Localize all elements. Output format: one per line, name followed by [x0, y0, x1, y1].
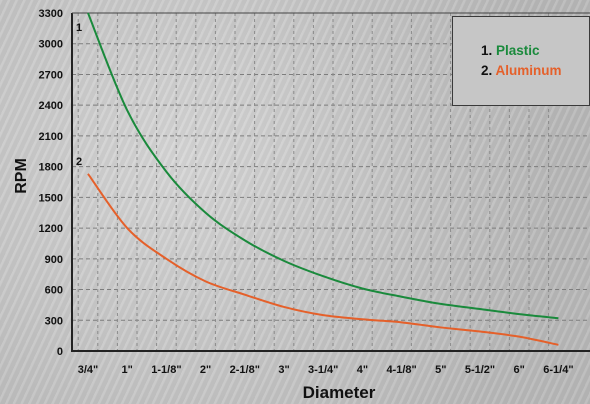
series-lines — [87, 12, 559, 346]
x-tick-label: 3/4" — [78, 364, 99, 376]
legend-entry-plastic: 1. Plastic — [481, 43, 540, 58]
x-axis-title: Diameter — [303, 383, 376, 402]
legend-label-plastic: Plastic — [496, 43, 540, 58]
legend: 1. Plastic 2. Aluminum — [452, 16, 590, 106]
y-tick-label: 1500 — [39, 192, 63, 204]
y-tick-label: 0 — [57, 346, 63, 358]
y-tick-label: 3000 — [39, 39, 63, 51]
x-tick-label: 6-1/4" — [543, 364, 573, 376]
curve-label: 1 — [76, 22, 82, 34]
x-tick-label: 2-1/8" — [230, 364, 260, 376]
legend-number: 1. — [481, 43, 493, 58]
x-tick-label: 4-1/8" — [386, 364, 416, 376]
y-tick-labels: 0 300 600 900 1200 1500 1800 2100 2400 2700 3000 33… — [39, 8, 63, 358]
y-axis-title: RPM — [13, 158, 30, 194]
x-tick-label: 5" — [435, 364, 446, 376]
y-tick-label: 300 — [45, 315, 63, 327]
series-line-aluminum — [87, 173, 559, 346]
y-tick-label: 900 — [45, 254, 63, 266]
x-tick-label: 1" — [122, 364, 133, 376]
x-tick-label: 3-1/4" — [308, 364, 338, 376]
y-tick-label: 2400 — [39, 100, 63, 112]
curve-label: 2 — [76, 156, 82, 168]
y-tick-label: 3300 — [39, 8, 63, 20]
y-tick-label: 1200 — [39, 223, 63, 235]
x-tick-label: 2" — [200, 364, 211, 376]
y-tick-label: 2700 — [39, 69, 63, 81]
x-tick-label: 4" — [357, 364, 368, 376]
legend-entry-aluminum: 2. Aluminum — [481, 63, 562, 78]
x-tick-label: 6" — [514, 364, 525, 376]
y-axis-title-wrap: RPM — [13, 158, 30, 194]
y-tick-label: 1800 — [39, 162, 63, 174]
x-tick-label: 1-1/8" — [151, 364, 181, 376]
series-line-plastic — [87, 12, 559, 320]
axes — [71, 12, 590, 352]
legend-number: 2. — [481, 63, 493, 78]
legend-label-aluminum: Aluminum — [495, 63, 562, 78]
y-tick-label: 600 — [45, 285, 63, 297]
y-tick-label: 2100 — [39, 131, 63, 143]
curve-labels: 12 — [76, 22, 82, 168]
x-tick-label: 5-1/2" — [465, 364, 495, 376]
x-tick-labels: 3/4" 1" 1-1/8" 2" 2-1/8" 3" 3-1/4" 4" 4-1/8" 5" 5-… — [78, 364, 574, 376]
x-tick-label: 3" — [278, 364, 289, 376]
